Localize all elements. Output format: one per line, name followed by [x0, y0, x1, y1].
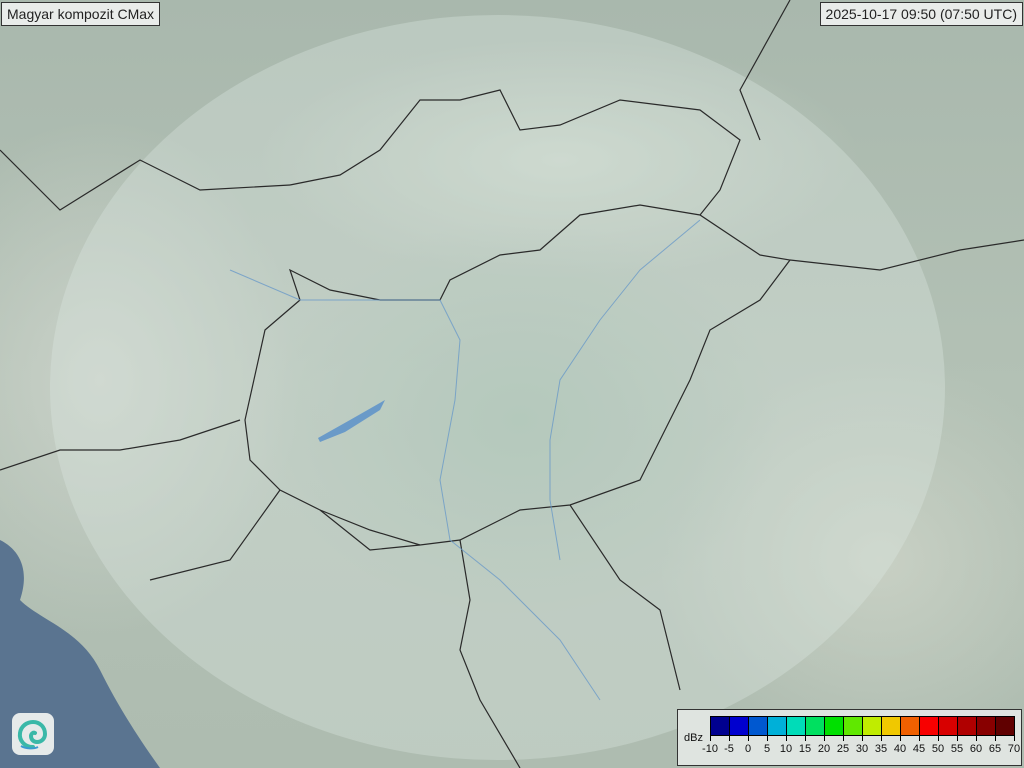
- legend-tick-label: 55: [950, 743, 964, 755]
- legend-bin: [749, 717, 768, 735]
- radar-coverage-area: [50, 15, 945, 760]
- legend-tick-label: 15: [798, 743, 812, 755]
- romania-border: [789, 239, 1024, 271]
- legend-bin: [806, 717, 825, 735]
- legend-tick-label: 45: [912, 743, 926, 755]
- legend-bin: [958, 717, 977, 735]
- slovakia-border: [289, 89, 741, 216]
- legend-tick-label: 20: [817, 743, 831, 755]
- legend-tick-label: 5: [763, 743, 771, 755]
- dbz-color-legend: dBz -10 -5 0 5 10 15 20 25 30 35 40 45 50 55 60 65 70: [677, 709, 1022, 766]
- legend-bin: [711, 717, 730, 735]
- legend-tick: [843, 736, 844, 741]
- ukraine-border: [739, 0, 791, 141]
- legend-bin: [863, 717, 882, 735]
- danube-river: [229, 269, 601, 701]
- legend-tick-label: 40: [893, 743, 907, 755]
- legend-tick-label: 35: [874, 743, 888, 755]
- product-title: Magyar kompozit CMax: [1, 2, 161, 26]
- legend-tick-label: -10: [702, 743, 718, 755]
- swirl-logo-icon: [12, 713, 54, 755]
- legend-tick: [976, 736, 977, 741]
- legend-tick-label: 65: [988, 743, 1002, 755]
- legend-tick: [748, 736, 749, 741]
- legend-bin: [901, 717, 920, 735]
- legend-tick-label: 0: [744, 743, 752, 755]
- legend-tick: [919, 736, 920, 741]
- timestamp-label: 2025-10-17 09:50 (07:50 UTC): [819, 2, 1023, 26]
- legend-bin: [920, 717, 939, 735]
- legend-tick-label: 30: [855, 743, 869, 755]
- legend-ticks: -10 -5 0 5 10 15 20 25 30 35 40 45 50 55 60 65 70: [702, 736, 1020, 762]
- legend-bin: [844, 717, 863, 735]
- legend-tick: [881, 736, 882, 741]
- legend-tick-label: 25: [836, 743, 850, 755]
- legend-tick: [957, 736, 958, 741]
- legend-tick: [862, 736, 863, 741]
- legend-tick: [710, 736, 711, 741]
- legend-tick: [767, 736, 768, 741]
- legend-tick-label: 60: [969, 743, 983, 755]
- legend-tick-label: 70: [1007, 743, 1021, 755]
- legend-bin: [977, 717, 996, 735]
- czech-border: [0, 149, 291, 211]
- legend-bin: [787, 717, 806, 735]
- legend-tick-label: 50: [931, 743, 945, 755]
- legend-tick: [900, 736, 901, 741]
- legend-tick: [1014, 736, 1015, 741]
- legend-bin: [768, 717, 787, 735]
- croatia-border: [149, 489, 421, 581]
- legend-tick: [938, 736, 939, 741]
- legend-color-bar: [710, 716, 1015, 736]
- tisza-river: [549, 219, 701, 561]
- legend-tick: [805, 736, 806, 741]
- legend-bin: [939, 717, 958, 735]
- legend-tick: [995, 736, 996, 741]
- legend-tick: [786, 736, 787, 741]
- legend-tick: [729, 736, 730, 741]
- legend-tick-label: 10: [779, 743, 793, 755]
- legend-unit: dBz: [684, 732, 703, 744]
- serbia-border: [459, 504, 681, 768]
- hungary-border: [244, 204, 792, 546]
- lake-balaton: [318, 400, 385, 442]
- legend-tick: [824, 736, 825, 741]
- legend-tick-label: -5: [724, 743, 734, 755]
- adriatic-sea: [0, 540, 160, 768]
- legend-bin: [996, 717, 1014, 735]
- legend-bin: [882, 717, 901, 735]
- austria-border: [0, 419, 241, 471]
- legend-bin: [730, 717, 749, 735]
- legend-bin: [825, 717, 844, 735]
